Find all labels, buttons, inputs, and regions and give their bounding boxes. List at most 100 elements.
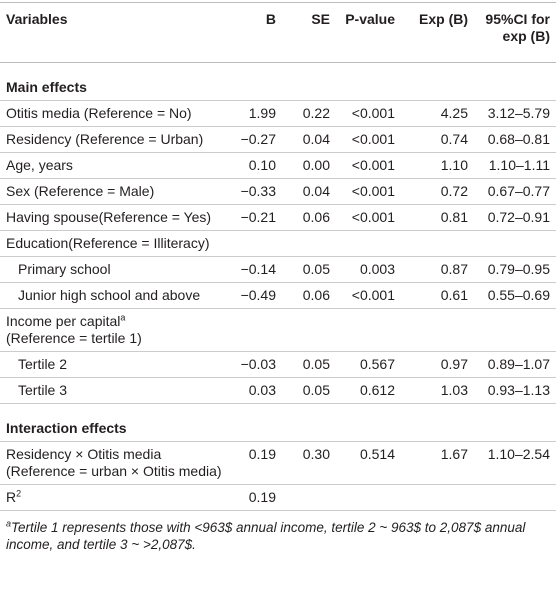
cell: 1.03 [401, 377, 474, 404]
label-text: Tertile 3 [18, 382, 68, 398]
row-label: R2 [0, 484, 232, 511]
label-text: Age, years [6, 157, 73, 173]
header-row: Variables B SE P-value Exp (B) 95%CI for exp … [0, 2, 556, 63]
empty-cell [474, 484, 556, 511]
table-row: Tertile 3 0.03 0.05 0.612 1.03 0.93–1.13 [0, 377, 556, 404]
row-label: Tertile 3 [0, 377, 232, 404]
table-row: Education(Reference = Illiteracy) [0, 230, 556, 257]
cell: <0.001 [336, 100, 401, 127]
label-text: Sex (Reference = Male) [6, 183, 155, 199]
cell: 0.514 [336, 441, 401, 485]
cell: 0.003 [336, 256, 401, 283]
label-text: Having spouse(Reference = Yes) [6, 209, 212, 225]
column-header: B [232, 2, 282, 63]
empty-cell [336, 230, 401, 257]
label-text: Tertile 2 [18, 356, 68, 372]
cell: 0.72 [401, 178, 474, 205]
empty-cell [474, 230, 556, 257]
cell: 1.67 [401, 441, 474, 485]
table-row: Interaction effects [0, 403, 556, 442]
cell: 0.05 [282, 256, 336, 283]
table-row: Main effects [0, 62, 556, 101]
cell: 3.12–5.79 [474, 100, 556, 127]
row-label: Primary school [0, 256, 232, 283]
cell: 0.61 [401, 282, 474, 309]
cell: 0.55–0.69 [474, 282, 556, 309]
section-heading: Interaction effects [0, 403, 556, 442]
label-text: Residency (Reference = Urban) [6, 131, 204, 147]
label-text: R [6, 489, 17, 505]
cell: 0.97 [401, 351, 474, 378]
column-header: Exp (B) [401, 2, 474, 63]
label-text: Primary school [18, 261, 111, 277]
cell: 4.25 [401, 100, 474, 127]
cell: −0.27 [232, 126, 282, 153]
label-text: Education(Reference = Illiteracy) [6, 235, 210, 251]
table-row: Residency (Reference = Urban) −0.27 0.04 <0… [0, 126, 556, 153]
cell: 0.10 [232, 152, 282, 179]
empty-cell [401, 230, 474, 257]
cell: 0.30 [282, 441, 336, 485]
cell: 0.03 [232, 377, 282, 404]
footnote-text: Tertile 1 represents those with <963$ an… [6, 520, 526, 552]
column-header: P-value [336, 2, 401, 63]
row-label: Education(Reference = Illiteracy) [0, 230, 232, 257]
label-text: Junior high school and above [18, 287, 201, 303]
row-label: Junior high school and above [0, 282, 232, 309]
empty-cell [232, 230, 282, 257]
empty-cell [401, 484, 474, 511]
table-row: Tertile 2 −0.03 0.05 0.567 0.97 0.89–1.07 [0, 351, 556, 378]
cell: 0.68–0.81 [474, 126, 556, 153]
cell: 0.567 [336, 351, 401, 378]
row-label: Age, years [0, 152, 232, 179]
cell: 0.05 [282, 377, 336, 404]
empty-cell [232, 308, 282, 352]
table-row: Income per capitala (Reference = tertile … [0, 308, 556, 352]
table-row: Otitis media (Reference = No) 1.99 0.22 <0.… [0, 100, 556, 127]
label-superscript: 2 [16, 488, 22, 499]
cell: −0.03 [232, 351, 282, 378]
cell: <0.001 [336, 204, 401, 231]
label-text: Residency × Otitis media (Reference = ur… [6, 446, 222, 479]
cell: −0.33 [232, 178, 282, 205]
cell: 0.79–0.95 [474, 256, 556, 283]
cell: 0.04 [282, 126, 336, 153]
cell: 1.99 [232, 100, 282, 127]
cell: 0.67–0.77 [474, 178, 556, 205]
cell: 1.10–2.54 [474, 441, 556, 485]
table-body: Main effects Otitis media (Reference = No… [0, 62, 556, 511]
cell: 0.22 [282, 100, 336, 127]
table-row: Age, years 0.10 0.00 <0.001 1.10 1.10–1.11 [0, 152, 556, 179]
cell: 0.87 [401, 256, 474, 283]
cell: 0.06 [282, 282, 336, 309]
cell: 0.93–1.13 [474, 377, 556, 404]
cell: −0.49 [232, 282, 282, 309]
cell: 0.19 [232, 484, 282, 511]
label-text: Income per capital [6, 313, 121, 329]
table-row: Having spouse(Reference = Yes) −0.21 0.06 <… [0, 204, 556, 231]
empty-cell [474, 308, 556, 352]
table-row: Residency × Otitis media (Reference = ur… [0, 441, 556, 485]
table-row: Junior high school and above −0.49 0.06 <0.… [0, 282, 556, 309]
cell: 0.72–0.91 [474, 204, 556, 231]
regression-table: Variables B SE P-value Exp (B) 95%CI for exp … [0, 2, 556, 511]
cell: 1.10–1.11 [474, 152, 556, 179]
empty-cell [336, 308, 401, 352]
column-header: SE [282, 2, 336, 63]
empty-cell [282, 308, 336, 352]
empty-cell [282, 230, 336, 257]
row-label: Residency × Otitis media (Reference = ur… [0, 441, 232, 485]
cell: −0.14 [232, 256, 282, 283]
label-superscript: a [120, 312, 126, 323]
label-text: (Reference = tertile 1) [6, 330, 142, 346]
table-row: R2 0.19 [0, 484, 556, 511]
cell: 0.00 [282, 152, 336, 179]
cell: 0.04 [282, 178, 336, 205]
cell: <0.001 [336, 282, 401, 309]
row-label: Having spouse(Reference = Yes) [0, 204, 232, 231]
label-text: Otitis media (Reference = No) [6, 105, 192, 121]
section-heading: Main effects [0, 62, 556, 101]
row-label: Residency (Reference = Urban) [0, 126, 232, 153]
row-label: Tertile 2 [0, 351, 232, 378]
